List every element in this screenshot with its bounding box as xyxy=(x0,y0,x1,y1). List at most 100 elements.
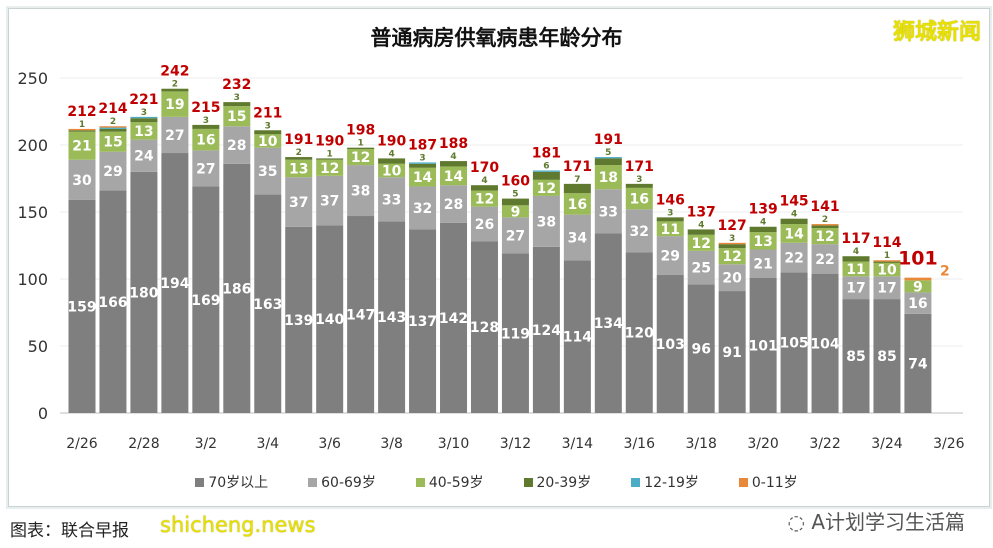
bar-segment xyxy=(532,170,560,172)
data-label: 1 xyxy=(79,120,85,130)
bar-segment xyxy=(749,226,777,233)
bar-segment xyxy=(749,232,777,250)
bar-segment xyxy=(316,175,344,226)
bar-segment xyxy=(563,193,591,215)
bar-segment xyxy=(904,280,932,293)
bar-segment xyxy=(687,250,715,285)
data-label: 1 xyxy=(358,139,364,149)
bar-segment xyxy=(811,244,839,274)
total-label: 170 xyxy=(470,160,499,176)
legend-item: 20-39岁 xyxy=(523,472,591,492)
bar-segment xyxy=(99,190,127,413)
data-label: 21 xyxy=(72,139,91,155)
data-label: 33 xyxy=(599,204,618,220)
bar-segment xyxy=(749,249,777,278)
x-tick-label: 3/6 xyxy=(318,436,341,452)
total-label: 212 xyxy=(67,104,96,120)
legend-item: 70岁以上 xyxy=(195,472,268,492)
bar-segment xyxy=(470,206,498,242)
bar-segment xyxy=(99,127,127,129)
data-label: 4 xyxy=(698,220,704,230)
bar-segment xyxy=(501,253,529,413)
data-label: 2 xyxy=(110,117,116,127)
data-label: 28 xyxy=(444,197,463,213)
data-label: 12 xyxy=(815,229,834,245)
data-label: 16 xyxy=(568,197,587,213)
data-label: 27 xyxy=(196,161,215,177)
data-label: 140 xyxy=(315,312,344,328)
data-label: 1 xyxy=(327,149,333,159)
data-label: 2 xyxy=(822,215,828,225)
total-label: 190 xyxy=(377,133,406,149)
bar-segment xyxy=(440,222,468,413)
data-label: 139 xyxy=(284,313,313,329)
bar-segment xyxy=(316,159,344,176)
x-tick-label: 3/14 xyxy=(562,436,594,452)
x-tick-label: 3/22 xyxy=(809,436,840,452)
data-label: 29 xyxy=(660,249,679,265)
bar-segment xyxy=(378,221,406,413)
data-label: 12 xyxy=(691,236,710,252)
bar-segment xyxy=(99,131,127,152)
legend-item: 60-69岁 xyxy=(308,472,376,492)
data-label: 12 xyxy=(475,192,494,208)
x-tick-label: 3/18 xyxy=(685,436,716,452)
data-label: 10 xyxy=(877,263,897,279)
bar-segment xyxy=(811,273,839,413)
data-label: 166 xyxy=(98,295,127,311)
data-label: 16 xyxy=(630,192,649,208)
bar-segment xyxy=(285,177,313,227)
data-label: 143 xyxy=(377,310,406,326)
data-label: 18 xyxy=(599,170,618,186)
bar-segment xyxy=(161,88,189,92)
data-label: 14 xyxy=(444,169,464,185)
bar-segment xyxy=(532,179,560,196)
watermark-top: 狮城新闻 xyxy=(892,20,981,45)
data-label: 6 xyxy=(543,161,549,171)
data-label: 11 xyxy=(846,262,865,278)
total-label: 139 xyxy=(749,202,778,218)
bar-segment xyxy=(409,186,437,230)
data-label: 12 xyxy=(722,249,741,265)
bar-segment xyxy=(532,171,560,180)
data-label: 134 xyxy=(594,316,623,332)
legend-label: 60-69岁 xyxy=(321,475,376,491)
bar-segment xyxy=(811,225,839,229)
bar-segment xyxy=(842,299,870,413)
data-label: 147 xyxy=(346,308,375,324)
total-label: 171 xyxy=(625,159,654,175)
bar-segment xyxy=(563,260,591,413)
bar-segment xyxy=(501,205,529,218)
data-label: 2 xyxy=(172,80,178,90)
bar-segment xyxy=(254,134,282,148)
x-tick-label: 3/20 xyxy=(747,436,778,452)
bar-segment xyxy=(656,236,684,275)
bar-segment xyxy=(873,262,901,277)
bar-segment xyxy=(780,272,808,413)
data-label: 37 xyxy=(320,194,339,210)
data-label: 22 xyxy=(784,251,803,267)
data-label: 17 xyxy=(877,281,896,297)
bar-segment xyxy=(656,274,684,413)
data-label: 34 xyxy=(568,230,588,246)
bar-segment xyxy=(904,292,932,314)
legend-label: 0-11岁 xyxy=(751,475,798,491)
data-label: 194 xyxy=(160,276,189,292)
bar-segment xyxy=(254,147,282,195)
y-tick-label: 100 xyxy=(17,270,48,289)
bar-segment xyxy=(223,106,251,127)
legend-swatch xyxy=(415,477,425,487)
bar-segment xyxy=(68,131,96,160)
total-label: 190 xyxy=(315,133,344,149)
bar-segment xyxy=(780,218,808,225)
bar-segment xyxy=(687,284,715,413)
bar-segment xyxy=(749,277,777,413)
total-label: 214 xyxy=(98,101,127,117)
legend-label: 12-19岁 xyxy=(644,475,699,491)
bar-segment xyxy=(192,124,220,129)
bar-segment xyxy=(316,158,344,160)
data-label: 91 xyxy=(722,345,741,361)
x-tick-label: 3/16 xyxy=(624,436,656,452)
total-label: 171 xyxy=(563,159,592,175)
data-label: 3 xyxy=(265,121,271,131)
